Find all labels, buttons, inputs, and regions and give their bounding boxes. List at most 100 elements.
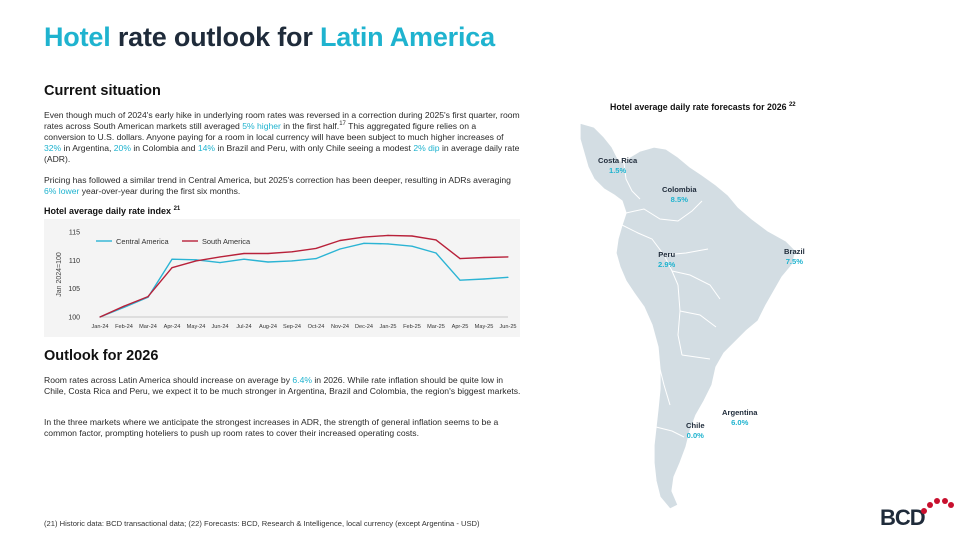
x-tick-label: Jun-25: [499, 324, 516, 330]
paragraph-text: in average daily rate (ADR).: [44, 143, 520, 164]
bcd-logo: BCD: [880, 498, 954, 531]
footnote: (21) Historic data: BCD transactional da…: [44, 519, 480, 528]
x-tick-label: Jan-24: [91, 324, 108, 330]
page-title: Hotel rate outlook for Latin America: [44, 22, 495, 53]
title-middle: rate outlook for: [110, 22, 320, 52]
data-point: [387, 234, 389, 236]
paragraph-text: Pricing has followed a similar trend in …: [44, 175, 511, 185]
data-point: [483, 256, 485, 259]
highlighted-figure: 5% higher: [242, 121, 281, 131]
data-point: [411, 235, 413, 237]
data-point: [363, 236, 365, 238]
map-borders: [621, 162, 721, 438]
data-point: [411, 245, 413, 247]
peru-name: Peru: [658, 250, 676, 259]
x-tick-label: Jul-24: [236, 324, 251, 330]
paragraph-text: Even though much of 2024's early hike in…: [44, 110, 520, 131]
x-tick-label: Dec-24: [355, 324, 373, 330]
highlighted-figure: 20%: [113, 143, 131, 153]
paragraph-text: 17: [339, 121, 346, 128]
highlighted-figure: 2% dip: [413, 143, 440, 153]
x-tick-label: Mar-24: [139, 324, 157, 330]
y-tick-label: 100: [68, 315, 80, 322]
x-tick-label: Apr-24: [164, 324, 181, 330]
paragraph-text: in 2026. While rate inflation should be …: [44, 375, 521, 396]
data-point: [171, 258, 173, 260]
title-highlight-2: Latin America: [319, 22, 495, 52]
current-situation-heading: Current situation: [44, 83, 161, 99]
argentina-name: Argentina: [722, 408, 758, 417]
data-point: [315, 247, 317, 250]
data-point: [291, 251, 293, 253]
paragraph-text: in Argentina,: [61, 143, 114, 153]
map-label-costa-rica: Costa Rica 1.5%: [598, 156, 637, 176]
legend-label: South America: [202, 237, 251, 246]
data-point: [123, 305, 125, 307]
colombia-name: Colombia: [662, 185, 697, 194]
paragraph-text: Room rates across Latin America should i…: [44, 375, 293, 385]
outlook-heading: Outlook for 2026: [44, 348, 159, 364]
chile-value: 0.0%: [686, 431, 704, 440]
data-point: [99, 316, 101, 318]
latin-america-map: [579, 122, 797, 510]
series-line-south-america: [99, 234, 509, 318]
y-tick-label: 105: [68, 286, 80, 293]
brazil-value: 7.5%: [785, 257, 803, 266]
x-tick-label: Aug-24: [259, 324, 277, 330]
current-paragraph-2: Pricing has followed a similar trend in …: [44, 175, 520, 197]
x-tick-label: Apr-25: [452, 324, 469, 330]
data-point: [267, 252, 269, 255]
x-tick-label: Feb-24: [115, 324, 133, 330]
data-point: [267, 261, 269, 263]
peru-value: 2.9%: [658, 260, 676, 269]
y-axis-label: Jan 2024=100: [56, 252, 63, 297]
logo-dots-icon: [921, 498, 954, 514]
costa-rica-value: 1.5%: [608, 166, 627, 175]
x-tick-label: Nov-24: [331, 324, 349, 330]
bcd-logo-text: BCD: [880, 505, 926, 530]
paragraph-text: year-over-year during the first six mont…: [79, 186, 241, 196]
highlighted-figure: 6.4%: [292, 375, 312, 385]
highlighted-figure: 32%: [44, 143, 62, 153]
current-paragraph-1: Even though much of 2024's early hike in…: [44, 110, 520, 165]
chart-title-ref: 21: [173, 206, 181, 212]
data-point: [171, 267, 173, 269]
brazil-name: Brazil: [784, 247, 805, 256]
y-tick-label: 110: [69, 258, 80, 265]
data-point: [147, 296, 149, 298]
chile-name: Chile: [686, 421, 705, 430]
x-tick-label: Oct-24: [308, 324, 325, 330]
x-tick-label: Jan-25: [379, 324, 396, 330]
outlook-paragraph-1: Room rates across Latin America should i…: [44, 375, 524, 397]
x-tick-label: May-25: [475, 324, 494, 330]
data-point: [195, 259, 197, 261]
outlook-paragraph-2: In the three markets where we anticipate…: [44, 417, 524, 439]
chart-title-text: Hotel average daily rate index: [44, 206, 172, 216]
data-point: [339, 248, 341, 250]
x-tick-label: Sep-24: [283, 324, 301, 330]
data-point: [435, 252, 437, 254]
adr-index-chart-svg: Jan 2024=100 100 105 110 115 Jan-24 Feb-24 Mar-…: [56, 230, 517, 331]
map-title-ref: 22: [788, 102, 796, 109]
paragraph-text: In the three markets where we anticipate…: [44, 417, 499, 438]
data-point: [459, 258, 461, 260]
chart-title: Hotel average daily rate index 21: [44, 206, 180, 216]
data-point: [483, 278, 485, 280]
data-point: [339, 239, 341, 242]
series-line-central-america: [99, 242, 509, 318]
data-point: [291, 260, 293, 262]
data-point: [363, 242, 365, 244]
colombia-value: 8.5%: [670, 195, 688, 204]
x-tick-label: Jun-24: [211, 324, 228, 330]
data-point: [219, 262, 221, 264]
paragraph-text: in Brazil and Peru, with only Chile seei…: [215, 143, 414, 153]
map-title: Hotel average daily rate forecasts for 2…: [610, 102, 796, 112]
paragraph-text: in Colombia and: [130, 143, 198, 153]
map-label-argentina: Argentina 6.0%: [722, 408, 757, 428]
y-tick-label: 115: [69, 230, 80, 237]
map-title-text: Hotel average daily rate forecasts for 2…: [610, 102, 787, 112]
map-label-brazil: Brazil 7.5%: [784, 247, 805, 267]
data-point: [507, 276, 509, 278]
adr-index-chart: Jan 2024=100 100 105 110 115 Jan-24 Feb-24 Mar-…: [44, 219, 520, 337]
paragraph-text: This aggregated figure relies on a conve…: [44, 121, 504, 142]
